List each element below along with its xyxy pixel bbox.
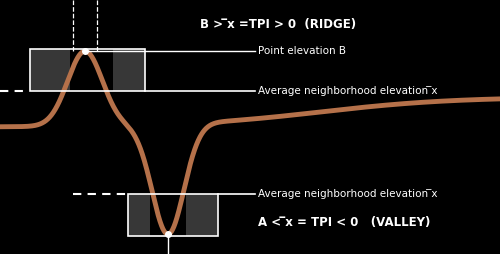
Bar [128,194,150,236]
Text: Point elevation B: Point elevation B [258,46,346,56]
Bar [30,49,145,91]
Text: Average neighborhood elevation ̅x: Average neighborhood elevation ̅x [258,189,438,199]
Text: B > ̅x =TPI > 0  (RIDGE): B > ̅x =TPI > 0 (RIDGE) [200,18,356,31]
Bar [186,194,218,236]
Text: Average neighborhood elevation ̅x: Average neighborhood elevation ̅x [258,86,438,96]
Text: A < ̅x = TPI < 0   (VALLEY): A < ̅x = TPI < 0 (VALLEY) [258,216,430,229]
Bar [30,49,70,91]
Bar [128,194,218,236]
Bar [113,49,145,91]
